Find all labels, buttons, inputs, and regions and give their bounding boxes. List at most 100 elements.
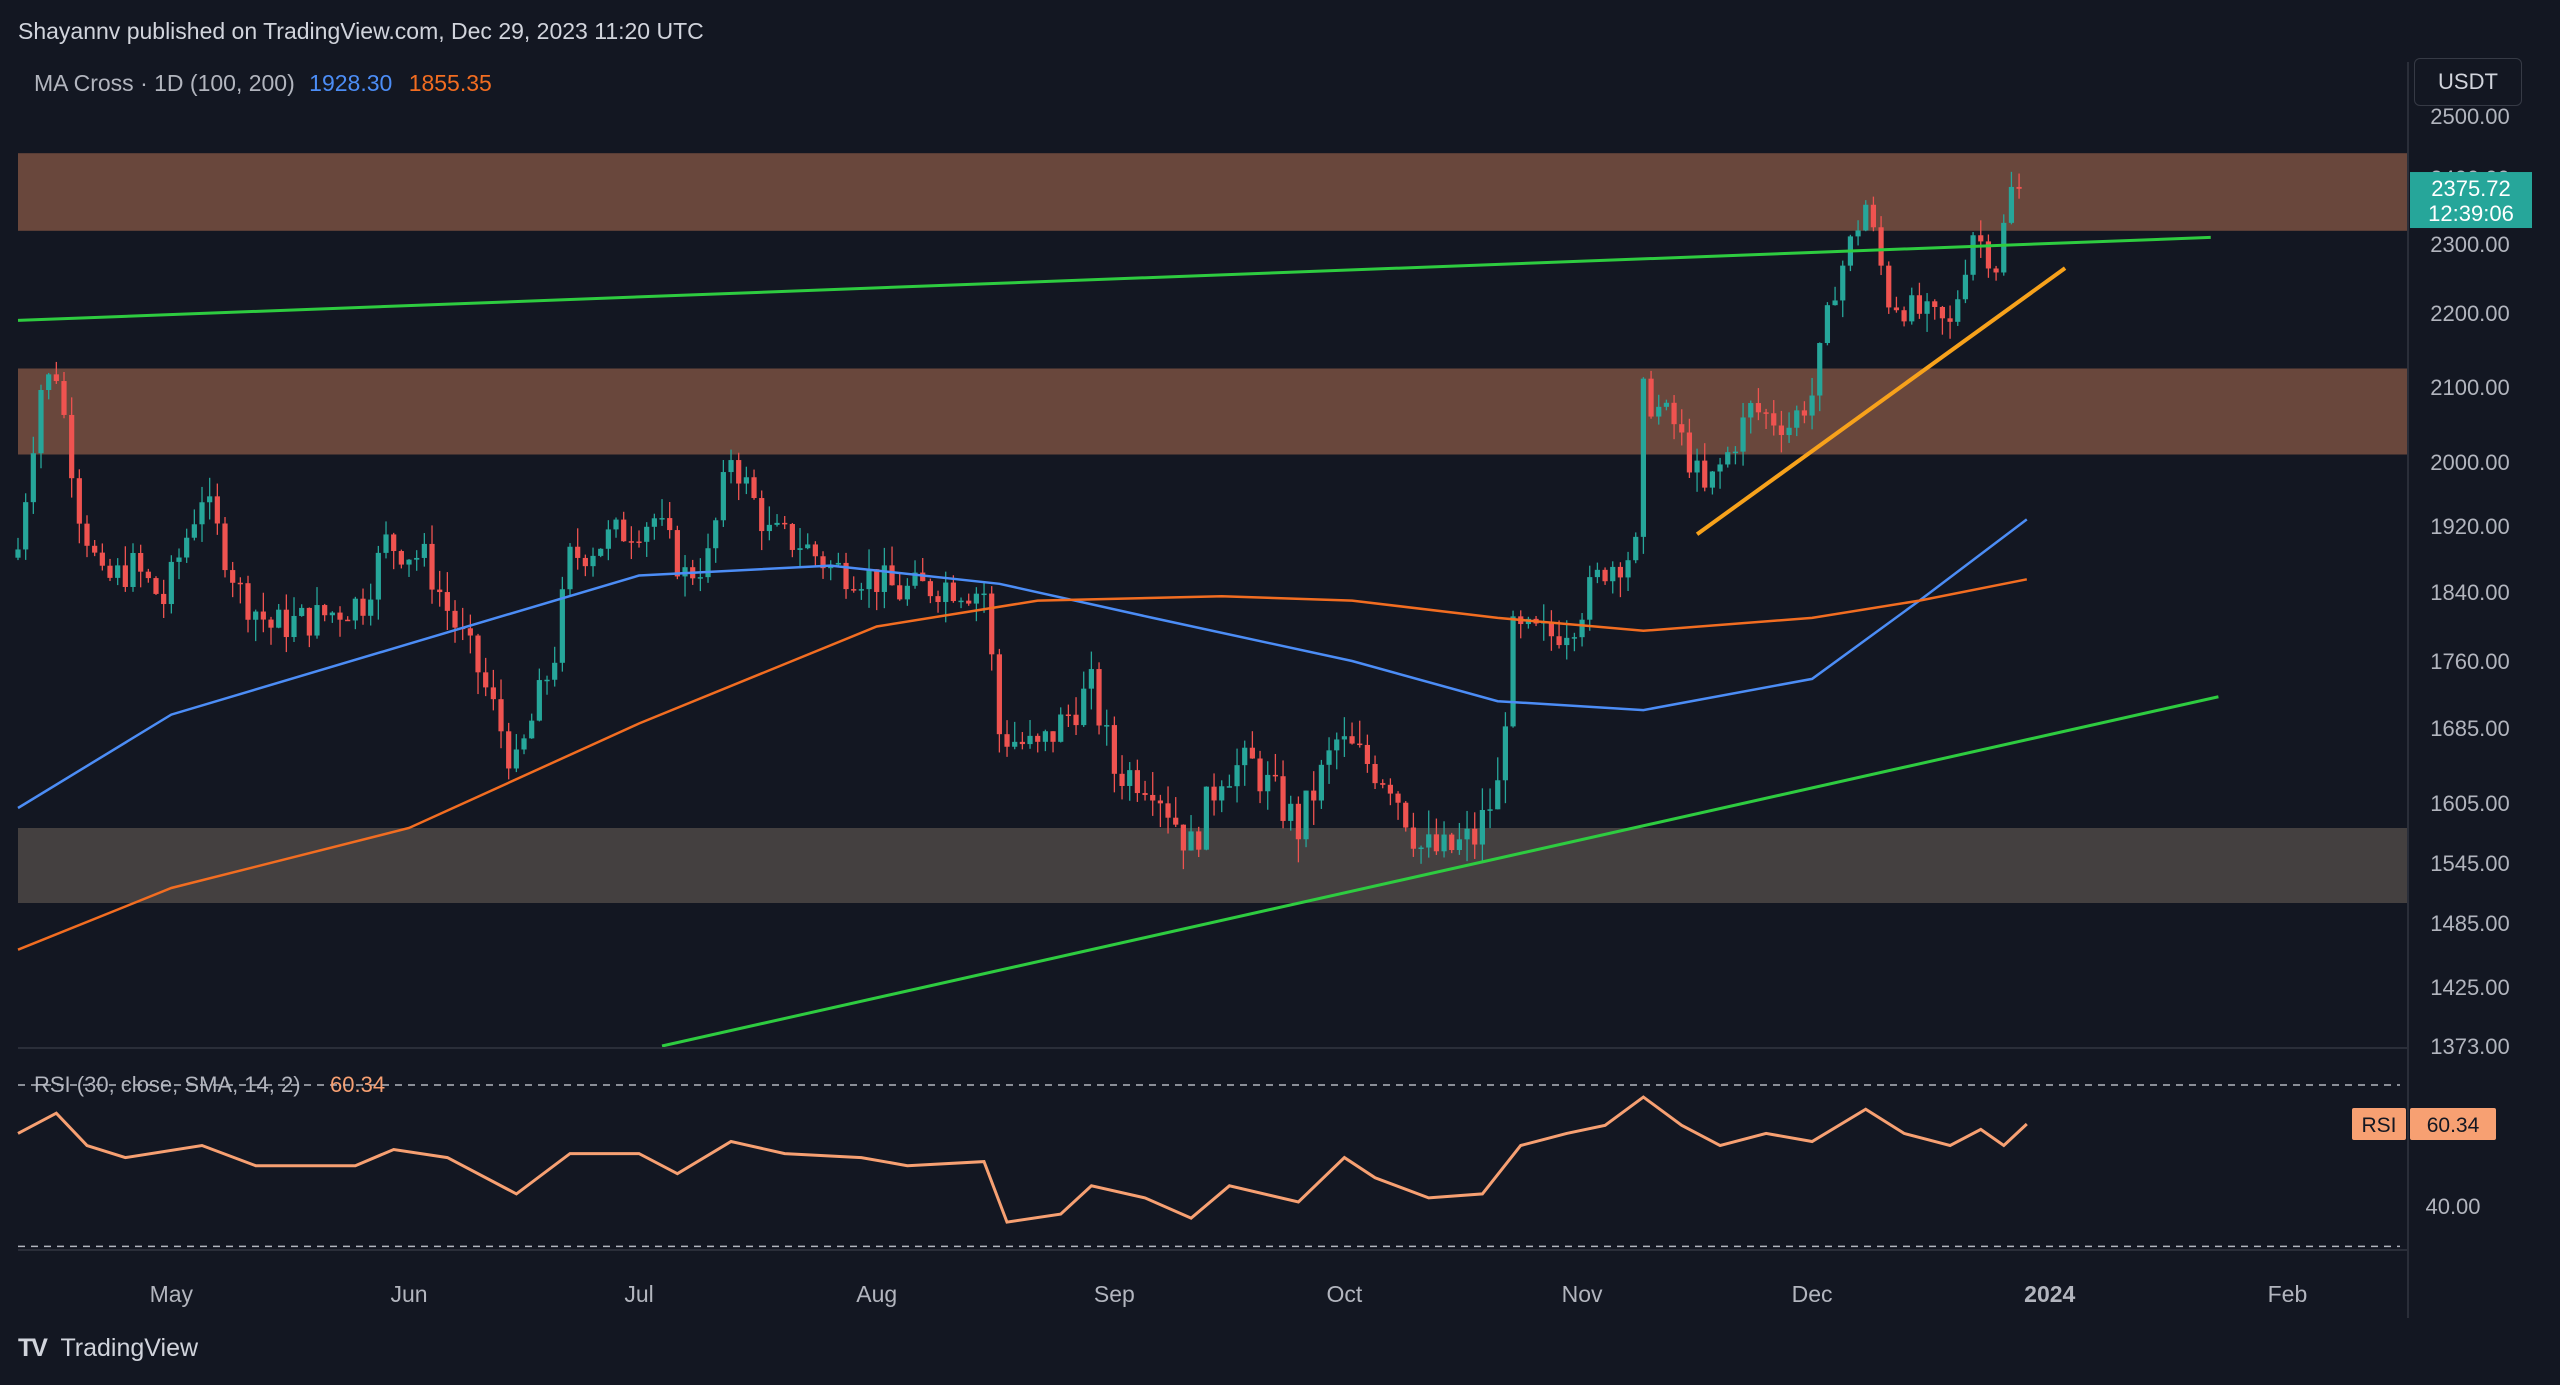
candle-body[interactable] <box>973 593 979 604</box>
candle-body[interactable] <box>621 519 627 542</box>
candle-body[interactable] <box>1594 569 1601 578</box>
candle-body[interactable] <box>943 582 949 603</box>
candle-body[interactable] <box>391 534 397 552</box>
candle-body[interactable] <box>659 518 665 520</box>
candle-body[interactable] <box>368 599 374 616</box>
candle-body[interactable] <box>1226 786 1232 788</box>
candle-body[interactable] <box>452 610 458 628</box>
candle-body[interactable] <box>1625 560 1631 578</box>
candle-body[interactable] <box>1487 809 1493 811</box>
candle-body[interactable] <box>1809 395 1815 416</box>
candle-body[interactable] <box>1571 637 1578 639</box>
candle-body[interactable] <box>1065 714 1071 716</box>
candle-body[interactable] <box>2001 222 2007 273</box>
candle-body[interactable] <box>1242 747 1248 766</box>
candle-body[interactable] <box>161 593 167 605</box>
candle-body[interactable] <box>1778 425 1785 436</box>
candle-body[interactable] <box>1978 235 1984 242</box>
candle-body[interactable] <box>713 520 719 549</box>
candle-body[interactable] <box>1150 794 1156 801</box>
candle-body[interactable] <box>812 544 818 557</box>
candle-body[interactable] <box>1479 810 1485 845</box>
candle-body[interactable] <box>1771 413 1777 426</box>
candle-body[interactable] <box>1840 265 1846 301</box>
ma100-line[interactable] <box>17 518 2028 810</box>
candle-body[interactable] <box>1686 432 1693 473</box>
candle-body[interactable] <box>130 552 136 587</box>
candle-body[interactable] <box>1295 803 1301 840</box>
candle-body[interactable] <box>1104 725 1110 727</box>
candle-body[interactable] <box>1617 566 1624 578</box>
candle-body[interactable] <box>605 529 611 549</box>
candle-body[interactable] <box>1633 536 1639 561</box>
candle-body[interactable] <box>697 577 703 579</box>
candle-body[interactable] <box>1165 803 1171 818</box>
candle-body[interactable] <box>1265 774 1271 792</box>
candle-body[interactable] <box>1694 460 1700 473</box>
candle-body[interactable] <box>1280 776 1286 821</box>
candle-body[interactable] <box>69 414 75 479</box>
candle-body[interactable] <box>1119 773 1125 786</box>
candle-body[interactable] <box>23 502 29 550</box>
candle-body[interactable] <box>1111 725 1117 774</box>
candle-body[interactable] <box>61 381 67 415</box>
candle-body[interactable] <box>268 619 274 628</box>
candle-body[interactable] <box>743 477 749 484</box>
candle-body[interactable] <box>352 598 358 621</box>
candle-body[interactable] <box>720 472 726 521</box>
candle-body[interactable] <box>513 749 519 769</box>
candle-body[interactable] <box>2016 186 2022 189</box>
candle-body[interactable] <box>1410 827 1416 849</box>
candle-body[interactable] <box>1886 265 1892 308</box>
candle-body[interactable] <box>904 585 910 600</box>
candle-body[interactable] <box>329 612 335 616</box>
candle-body[interactable] <box>1993 268 1999 273</box>
candle-body[interactable] <box>667 518 673 531</box>
candle-body[interactable] <box>1188 831 1194 851</box>
candle-body[interactable] <box>337 612 343 620</box>
candle-body[interactable] <box>498 699 504 732</box>
candle-body[interactable] <box>1257 758 1263 792</box>
candle-body[interactable] <box>437 589 443 593</box>
candle-body[interactable] <box>145 571 151 579</box>
candle-body[interactable] <box>84 523 90 546</box>
candle-body[interactable] <box>628 541 634 543</box>
candle-body[interactable] <box>1196 831 1202 850</box>
candle-body[interactable] <box>1249 747 1255 759</box>
candle-body[interactable] <box>782 522 788 525</box>
candle-body[interactable] <box>314 605 320 636</box>
candle-body[interactable] <box>1740 417 1746 452</box>
candle-body[interactable] <box>1364 744 1370 764</box>
candle-body[interactable] <box>1288 803 1294 821</box>
candle-body[interactable] <box>1725 452 1731 465</box>
candle-body[interactable] <box>207 496 213 503</box>
candle-body[interactable] <box>774 522 780 525</box>
candle-body[interactable] <box>736 460 742 484</box>
candle-body[interactable] <box>1702 460 1708 488</box>
candle-body[interactable] <box>1058 714 1064 742</box>
candle-body[interactable] <box>107 565 113 578</box>
candle-body[interactable] <box>651 518 657 527</box>
candle-body[interactable] <box>1027 735 1033 745</box>
candle-body[interactable] <box>1234 765 1240 787</box>
candle-body[interactable] <box>1510 616 1516 727</box>
candle-body[interactable] <box>1640 378 1647 537</box>
candle-body[interactable] <box>820 556 826 569</box>
candle-body[interactable] <box>1387 784 1393 794</box>
candle-body[interactable] <box>958 600 964 603</box>
candle-body[interactable] <box>1602 569 1608 582</box>
candle-body[interactable] <box>1924 301 1930 314</box>
candle-body[interactable] <box>674 530 680 577</box>
trendline-ascending-support[interactable] <box>1695 266 2067 536</box>
candle-body[interactable] <box>682 567 688 577</box>
candle-body[interactable] <box>322 605 328 616</box>
candle-body[interactable] <box>989 593 995 655</box>
candle-body[interactable] <box>1801 410 1808 416</box>
candle-body[interactable] <box>1449 834 1455 851</box>
candle-body[interactable] <box>1303 790 1309 840</box>
candle-body[interactable] <box>1464 828 1470 840</box>
candle-body[interactable] <box>598 548 604 556</box>
candle-body[interactable] <box>897 585 903 600</box>
candle-body[interactable] <box>521 738 527 750</box>
candle-body[interactable] <box>1035 735 1041 742</box>
